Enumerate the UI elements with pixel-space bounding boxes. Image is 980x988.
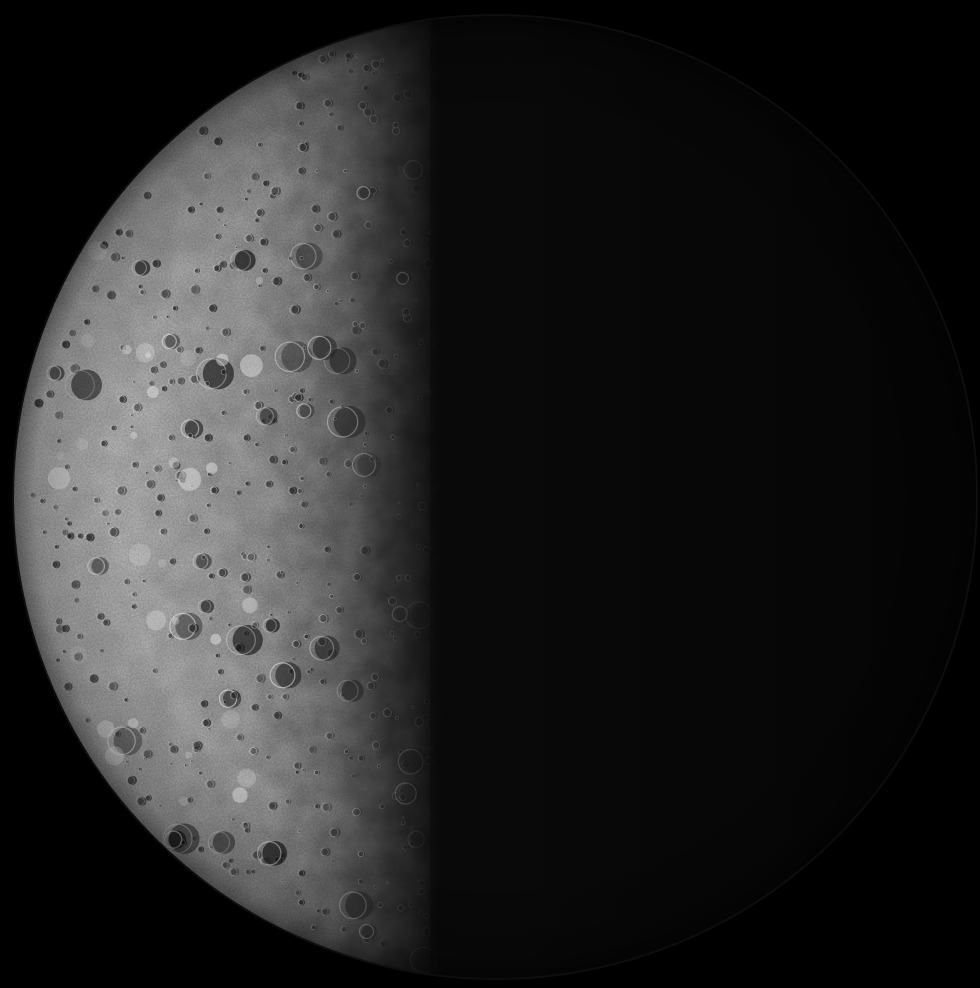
planet-rim — [12, 14, 978, 980]
planet-disk — [13, 15, 977, 979]
